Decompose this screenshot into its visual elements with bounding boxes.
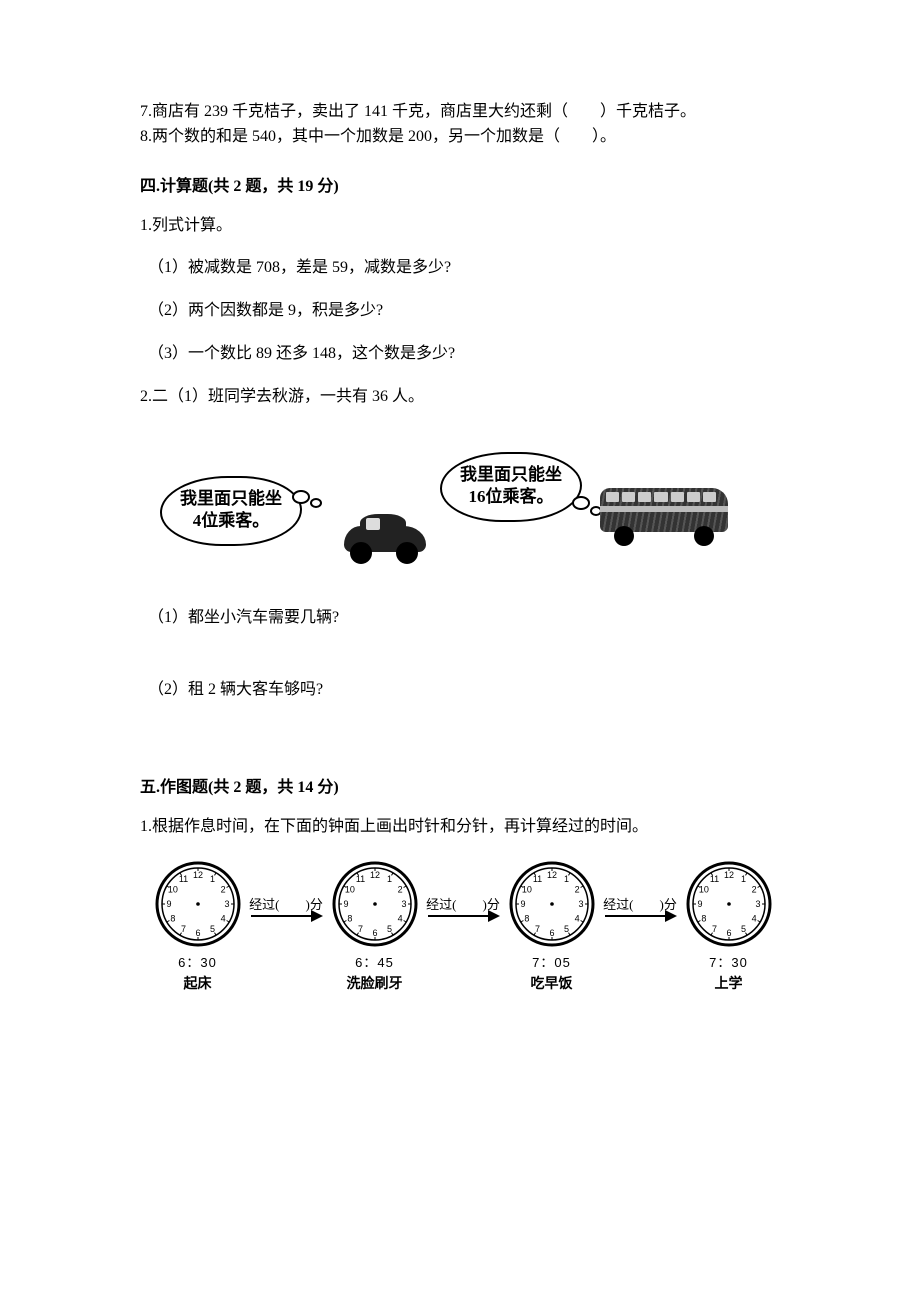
clock-caption-3: 上学 — [715, 973, 743, 993]
clock-caption-1: 洗脸刷牙 — [347, 973, 403, 993]
svg-text:9: 9 — [343, 899, 348, 909]
clock-time-2: 7：05 — [532, 952, 571, 971]
svg-text:2: 2 — [220, 884, 225, 894]
clock-gap-2: 经过( )分 — [603, 860, 677, 925]
svg-text:1: 1 — [563, 874, 568, 884]
svg-text:4: 4 — [220, 913, 225, 923]
svg-text:2: 2 — [574, 884, 579, 894]
clock-1: 12 12 3 45678 9 1011 6：45 洗脸刷牙 — [323, 860, 426, 993]
svg-text:7: 7 — [711, 924, 716, 934]
section-4-heading: 四.计算题(共 2 题，共 19 分) — [140, 172, 780, 196]
clock-face-1: 12 12 3 45678 9 1011 — [331, 860, 419, 948]
s4-q2-stem: 2.二（1）班同学去秋游，一共有 36 人。 — [140, 385, 780, 410]
svg-text:10: 10 — [521, 884, 531, 894]
section-5-heading: 五.作图题(共 2 题，共 14 分) — [140, 773, 780, 797]
fill-q7: 7.商店有 239 千克桔子，卖出了 141 千克，商店里大约还剩（ ）千克桔子… — [140, 100, 780, 125]
svg-text:3: 3 — [755, 899, 760, 909]
svg-text:1: 1 — [209, 874, 214, 884]
svg-text:12: 12 — [192, 870, 202, 880]
svg-text:6: 6 — [372, 928, 377, 938]
svg-text:8: 8 — [524, 913, 529, 923]
clock-caption-0: 起床 — [184, 973, 212, 993]
clock-gap-0: 经过( )分 — [249, 860, 323, 925]
svg-text:10: 10 — [344, 884, 354, 894]
svg-text:7: 7 — [534, 924, 539, 934]
car-bubble-line2: 4位乘客。 — [193, 511, 270, 530]
svg-text:10: 10 — [698, 884, 708, 894]
svg-text:10: 10 — [167, 884, 177, 894]
s5-q1-stem: 1.根据作息时间，在下面的钟面上画出时针和分针，再计算经过的时间。 — [140, 815, 780, 840]
svg-text:11: 11 — [355, 874, 364, 884]
fill-q8: 8.两个数的和是 540，其中一个加数是 200，另一个加数是（ ）。 — [140, 125, 780, 150]
svg-text:9: 9 — [697, 899, 702, 909]
svg-text:3: 3 — [401, 899, 406, 909]
car-icon — [340, 512, 430, 562]
svg-text:4: 4 — [397, 913, 402, 923]
clock-time-0: 6：30 — [178, 952, 217, 971]
svg-text:6: 6 — [726, 928, 731, 938]
svg-text:1: 1 — [386, 874, 391, 884]
svg-text:11: 11 — [178, 874, 187, 884]
bus-icon — [600, 482, 730, 546]
car-speech-bubble: 我里面只能坐 4位乘客。 — [160, 476, 302, 546]
svg-text:7: 7 — [180, 924, 185, 934]
svg-text:11: 11 — [532, 874, 541, 884]
svg-text:1: 1 — [740, 874, 745, 884]
s4-q2-p2: （2）租 2 辆大客车够吗? — [140, 678, 780, 703]
svg-text:3: 3 — [578, 899, 583, 909]
svg-text:5: 5 — [209, 924, 214, 934]
s4-q1-c: （3）一个数比 89 还多 148，这个数是多少? — [140, 342, 780, 367]
clock-3: 12 12 3 45678 9 1011 7：30 上学 — [677, 860, 780, 993]
svg-text:2: 2 — [397, 884, 402, 894]
page: 7.商店有 239 千克桔子，卖出了 141 千克，商店里大约还剩（ ）千克桔子… — [0, 0, 920, 1053]
clock-gap-1: 经过( )分 — [426, 860, 500, 925]
car-bubble-line1: 我里面只能坐 — [180, 489, 282, 508]
s4-q1-a: （1）被减数是 708，差是 59，减数是多少? — [140, 256, 780, 281]
svg-text:9: 9 — [520, 899, 525, 909]
svg-text:12: 12 — [546, 870, 556, 880]
clock-2: 12 12 3 45678 9 1011 7：05 吃早饭 — [500, 860, 603, 993]
bus-bubble-line2: 16位乘客。 — [469, 487, 554, 506]
svg-text:4: 4 — [751, 913, 756, 923]
svg-text:12: 12 — [723, 870, 733, 880]
s4-q2-p1: （1）都坐小汽车需要几辆? — [140, 606, 780, 631]
svg-text:9: 9 — [166, 899, 171, 909]
svg-text:6: 6 — [195, 928, 200, 938]
vehicle-figure: 我里面只能坐 4位乘客。 我里面只能坐 16位乘客。 — [160, 440, 720, 580]
clock-time-1: 6：45 — [355, 952, 394, 971]
bus-speech-bubble: 我里面只能坐 16位乘客。 — [440, 452, 582, 522]
clock-face-3: 12 12 3 45678 9 1011 — [685, 860, 773, 948]
svg-text:2: 2 — [751, 884, 756, 894]
clock-0: 12 12 3 45678 9 1011 6：30 起床 — [146, 860, 249, 993]
svg-text:3: 3 — [224, 899, 229, 909]
svg-text:5: 5 — [386, 924, 391, 934]
clock-caption-2: 吃早饭 — [531, 973, 573, 993]
svg-text:12: 12 — [369, 870, 379, 880]
svg-text:8: 8 — [701, 913, 706, 923]
clock-face-2: 12 12 3 45678 9 1011 — [508, 860, 596, 948]
svg-text:8: 8 — [170, 913, 175, 923]
s4-q1-b: （2）两个因数都是 9，积是多少? — [140, 299, 780, 324]
svg-text:6: 6 — [549, 928, 554, 938]
svg-text:5: 5 — [563, 924, 568, 934]
bus-bubble-line1: 我里面只能坐 — [460, 465, 562, 484]
svg-text:11: 11 — [709, 874, 718, 884]
svg-text:4: 4 — [574, 913, 579, 923]
svg-text:5: 5 — [740, 924, 745, 934]
svg-text:7: 7 — [357, 924, 362, 934]
svg-text:8: 8 — [347, 913, 352, 923]
clock-figure: 121234567891011 6：30 起床 经过( )分 121234567… — [146, 860, 780, 993]
clock-face-0: 12 12 3 45678 9 1011 — [154, 860, 242, 948]
s4-q1-stem: 1.列式计算。 — [140, 214, 780, 239]
clock-time-3: 7：30 — [709, 952, 748, 971]
